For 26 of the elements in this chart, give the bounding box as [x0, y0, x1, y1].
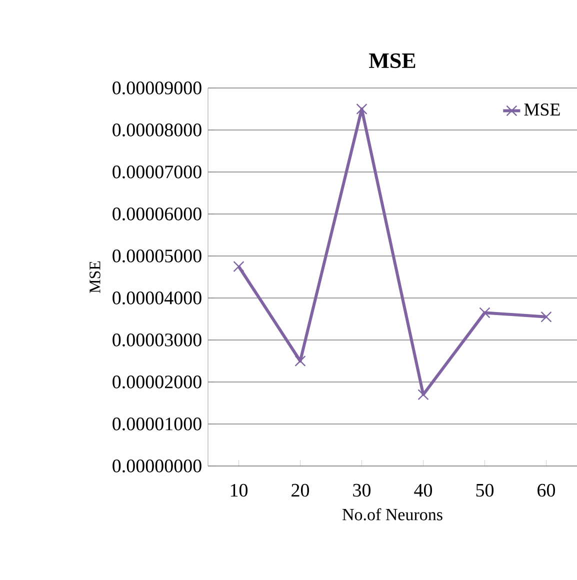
- chart-title: MSE: [368, 53, 416, 68]
- point: [294, 355, 306, 367]
- x-tick-label: 50: [476, 484, 494, 497]
- legend-label: MSE: [524, 104, 560, 116]
- x-tick-label: 40: [414, 484, 432, 497]
- point: [479, 307, 490, 318]
- x-tick-label: 10: [230, 484, 248, 497]
- y-axis-title: MSE: [89, 261, 100, 293]
- y-tick-label: 0.00003000: [112, 334, 202, 346]
- x-axis-title: No.of Neurons: [342, 508, 442, 520]
- x-tick-label: 20: [291, 484, 309, 497]
- y-tick-label: 0.00006000: [112, 208, 202, 220]
- y-tick-label: 0.00004000: [112, 292, 202, 304]
- y-tick-label: 0.00007000: [112, 166, 202, 178]
- point: [418, 389, 429, 400]
- y-tick-label: 0.00002000: [112, 376, 202, 388]
- x-tick-label: 60: [537, 484, 555, 497]
- y-tick-label: 0.00001000: [112, 418, 202, 430]
- point: [356, 103, 368, 115]
- y-tick-label: 0.00000000: [112, 460, 202, 472]
- point: [540, 311, 552, 322]
- y-tick-label: 0.00009000: [112, 82, 202, 94]
- y-tick-label: 0.00005000: [112, 250, 202, 262]
- y-tick-label: 0.00008000: [112, 124, 202, 136]
- point: [233, 260, 244, 272]
- x-tick-label: 30: [352, 484, 370, 497]
